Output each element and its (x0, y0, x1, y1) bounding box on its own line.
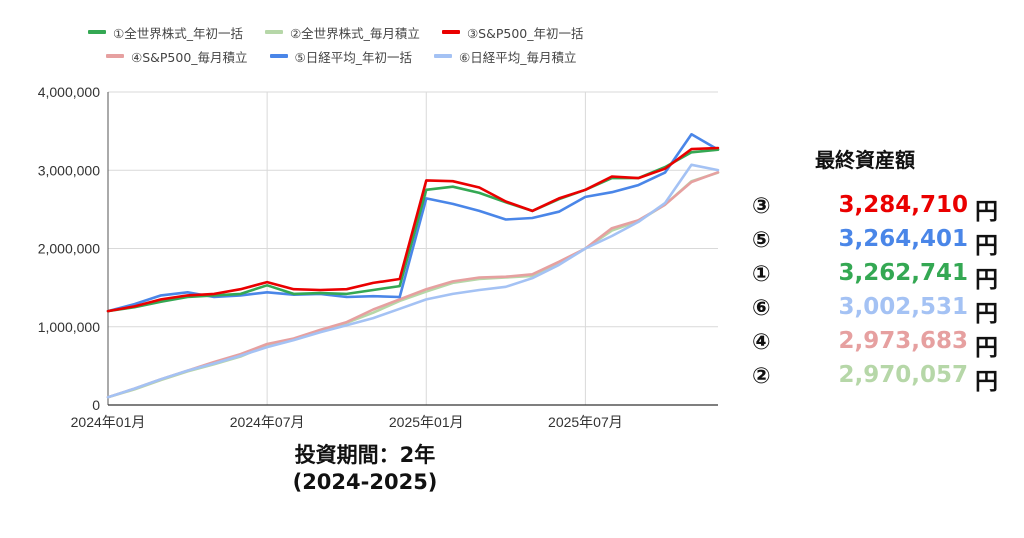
final-asset-value: 3,264,401 (838, 226, 969, 252)
caption-years-line: (2024-2025) (292, 470, 438, 494)
final-asset-row: ⑥ 3,002,531 円 (750, 294, 1020, 328)
final-asset-marker: ③ (752, 194, 771, 219)
final-asset-unit: 円 (975, 301, 998, 327)
final-asset-row: ② 2,970,057 円 (750, 362, 1020, 396)
final-asset-value: 2,973,683 (838, 328, 969, 354)
final-asset-unit: 円 (975, 199, 998, 225)
final-asset-row: ③ 3,284,710 円 (750, 192, 1020, 226)
final-asset-value: 3,284,710 (838, 192, 969, 218)
chart-grid (108, 91, 718, 405)
legend-label: ②全世界株式_毎月積立 (289, 25, 420, 41)
investment-period-caption: 投資期間：2年 (2024-2025) (240, 442, 490, 496)
legend-item: ②全世界株式_毎月積立 (264, 23, 420, 42)
chart-axes: 0 1,000,000 2,000,000 3,000,000 4,000,000 202… (38, 84, 718, 430)
y-tick-label: 1,000,000 (38, 319, 100, 335)
legend-swatch (269, 54, 288, 58)
final-assets-title: 最終資産額 (815, 148, 915, 172)
final-asset-row: ① 3,262,741 円 (750, 260, 1020, 294)
series-line-3 (106, 146, 720, 313)
legend-swatch (434, 54, 453, 58)
final-asset-marker: ⑤ (752, 228, 771, 253)
legend-swatch (106, 54, 124, 58)
x-tick-label: 2024年01月 (71, 414, 146, 430)
final-asset-row: ⑤ 3,264,401 円 (750, 226, 1020, 260)
caption-period-line: 投資期間：2年 (294, 443, 436, 467)
chart-series-lines (106, 133, 720, 399)
legend-swatch (441, 30, 460, 34)
final-asset-unit: 円 (975, 267, 998, 293)
final-asset-marker: ⑥ (752, 296, 771, 321)
legend-item: ⑥日経平均_毎月積立 (434, 47, 576, 66)
legend-swatch (88, 30, 106, 34)
chart-legend: ①全世界株式_年初一括 ②全世界株式_毎月積立 ③S&P500_年初一括 ④S&P50… (88, 20, 688, 68)
y-tick-label: 2,000,000 (38, 241, 100, 257)
legend-label: ③S&P500_年初一括 (466, 25, 584, 41)
y-tick-label: 3,000,000 (38, 162, 100, 178)
final-asset-value: 3,262,741 (838, 260, 969, 286)
legend-label: ①全世界株式_年初一括 (113, 25, 243, 41)
final-asset-value: 3,002,531 (838, 294, 969, 320)
legend-swatch (264, 30, 283, 34)
series-line-4 (106, 171, 720, 399)
legend-item: ⑤日経平均_年初一括 (269, 47, 413, 66)
legend-row: ①全世界株式_年初一括 ②全世界株式_毎月積立 ③S&P500_年初一括 (88, 20, 688, 44)
final-asset-marker: ② (752, 364, 771, 389)
legend-item: ①全世界株式_年初一括 (88, 23, 243, 42)
series-line-1 (106, 148, 720, 313)
legend-item: ③S&P500_年初一括 (441, 23, 584, 42)
final-asset-unit: 円 (975, 335, 998, 361)
legend-label: ⑥日経平均_毎月積立 (459, 49, 577, 65)
legend-label: ⑤日経平均_年初一括 (294, 49, 413, 65)
legend-item: ④S&P500_毎月積立 (106, 47, 248, 66)
final-asset-row: ④ 2,973,683 円 (750, 328, 1020, 362)
y-tick-label: 4,000,000 (38, 84, 100, 100)
legend-label: ④S&P500_毎月積立 (131, 49, 248, 65)
x-tick-label: 2025年07月 (548, 414, 623, 430)
y-tick-label: 0 (92, 397, 100, 413)
final-asset-unit: 円 (975, 233, 998, 259)
x-tick-label: 2024年07月 (230, 414, 305, 430)
final-asset-unit: 円 (975, 369, 998, 395)
series-line-6 (106, 163, 720, 399)
final-asset-marker: ④ (752, 330, 771, 355)
x-tick-label: 2025年01月 (389, 414, 464, 430)
final-asset-value: 2,970,057 (838, 362, 969, 388)
series-line-2 (106, 171, 720, 399)
final-asset-marker: ① (752, 262, 771, 287)
legend-row: ④S&P500_毎月積立 ⑤日経平均_年初一括 ⑥日経平均_毎月積立 (88, 44, 688, 68)
